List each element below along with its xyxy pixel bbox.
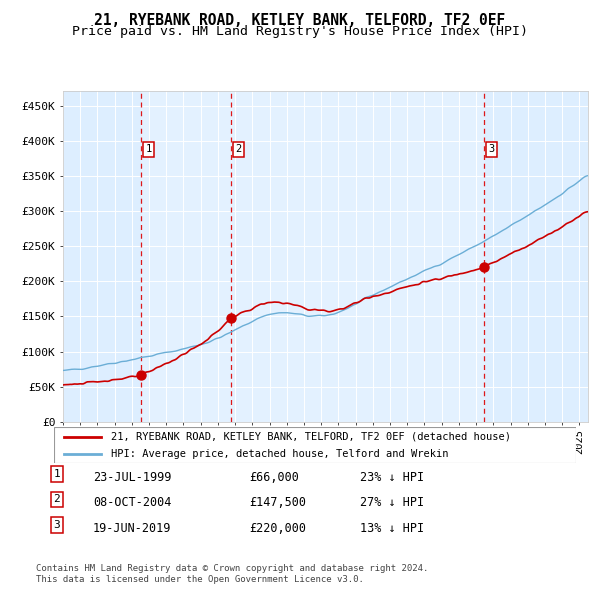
FancyBboxPatch shape	[54, 427, 576, 463]
Text: 21, RYEBANK ROAD, KETLEY BANK, TELFORD, TF2 0EF (detached house): 21, RYEBANK ROAD, KETLEY BANK, TELFORD, …	[112, 432, 511, 442]
Text: 08-OCT-2004: 08-OCT-2004	[93, 496, 172, 509]
Text: HPI: Average price, detached house, Telford and Wrekin: HPI: Average price, detached house, Telf…	[112, 449, 449, 459]
Text: 13% ↓ HPI: 13% ↓ HPI	[360, 522, 424, 535]
Text: Contains HM Land Registry data © Crown copyright and database right 2024.: Contains HM Land Registry data © Crown c…	[36, 565, 428, 573]
Text: 3: 3	[53, 520, 61, 530]
Text: 19-JUN-2019: 19-JUN-2019	[93, 522, 172, 535]
Text: £66,000: £66,000	[249, 471, 299, 484]
Text: 2: 2	[235, 144, 242, 154]
Text: 23% ↓ HPI: 23% ↓ HPI	[360, 471, 424, 484]
Text: £220,000: £220,000	[249, 522, 306, 535]
Text: 23-JUL-1999: 23-JUL-1999	[93, 471, 172, 484]
Text: 3: 3	[488, 144, 494, 154]
Text: 27% ↓ HPI: 27% ↓ HPI	[360, 496, 424, 509]
Text: 2: 2	[53, 494, 61, 504]
Text: £147,500: £147,500	[249, 496, 306, 509]
Text: 21, RYEBANK ROAD, KETLEY BANK, TELFORD, TF2 0EF: 21, RYEBANK ROAD, KETLEY BANK, TELFORD, …	[94, 13, 506, 28]
Text: 1: 1	[53, 469, 61, 479]
Text: Price paid vs. HM Land Registry's House Price Index (HPI): Price paid vs. HM Land Registry's House …	[72, 25, 528, 38]
Text: This data is licensed under the Open Government Licence v3.0.: This data is licensed under the Open Gov…	[36, 575, 364, 584]
Text: 1: 1	[146, 144, 152, 154]
Bar	[142, 91, 231, 422]
Bar	[231, 91, 484, 422]
